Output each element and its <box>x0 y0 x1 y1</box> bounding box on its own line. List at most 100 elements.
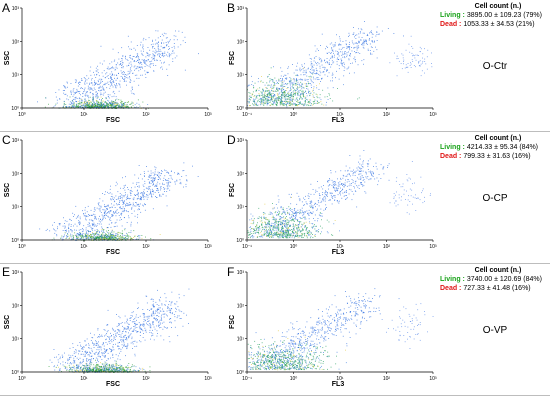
data-point <box>119 219 121 221</box>
data-point <box>122 239 124 240</box>
data-point <box>166 44 168 46</box>
data-point <box>97 83 99 85</box>
data-point <box>287 228 289 229</box>
data-point <box>292 98 294 100</box>
data-point <box>98 233 100 235</box>
data-point <box>272 90 274 92</box>
data-point <box>111 84 112 86</box>
data-point <box>113 197 115 199</box>
data-point <box>251 94 253 96</box>
data-point <box>256 97 258 99</box>
data-point <box>263 97 265 98</box>
data-point <box>340 194 341 196</box>
data-point <box>248 100 250 102</box>
data-point <box>111 206 113 208</box>
data-point <box>101 99 102 101</box>
data-point <box>149 182 150 184</box>
data-point <box>129 68 131 70</box>
data-point <box>186 179 187 181</box>
data-point <box>396 75 398 77</box>
data-point <box>330 194 332 196</box>
data-point <box>325 204 327 206</box>
data-point <box>370 53 371 55</box>
data-point <box>116 102 118 104</box>
data-point <box>127 235 128 237</box>
data-point <box>247 230 249 232</box>
data-point <box>100 212 102 213</box>
data-point <box>276 214 277 216</box>
data-point <box>256 104 257 106</box>
data-point <box>273 219 275 220</box>
data-point <box>378 180 379 182</box>
data-point <box>287 231 289 233</box>
data-point <box>310 202 312 204</box>
data-point <box>168 53 170 55</box>
data-point <box>299 98 300 100</box>
data-point <box>264 100 266 102</box>
data-point <box>94 218 95 220</box>
data-point <box>266 230 268 232</box>
data-point <box>169 181 171 183</box>
data-point <box>161 55 163 57</box>
data-point <box>169 174 171 176</box>
data-point <box>87 106 89 108</box>
data-point <box>332 44 334 46</box>
data-point <box>295 236 297 237</box>
data-point <box>362 170 364 172</box>
data-point <box>376 26 378 28</box>
data-point <box>316 48 318 50</box>
data-point <box>266 102 268 104</box>
data-point <box>297 229 299 231</box>
data-point <box>90 66 92 68</box>
data-point <box>287 103 289 105</box>
data-point <box>329 62 330 64</box>
data-point <box>294 220 295 222</box>
data-point <box>141 54 143 55</box>
data-point <box>261 99 263 101</box>
data-point <box>157 45 159 47</box>
data-point <box>334 181 335 182</box>
data-point <box>422 62 423 64</box>
data-point <box>114 235 116 237</box>
data-point <box>124 105 126 107</box>
data-point <box>159 49 161 51</box>
data-point <box>117 103 119 104</box>
data-point <box>290 92 292 94</box>
data-point <box>279 96 281 98</box>
data-point <box>310 231 312 233</box>
data-point <box>285 226 287 228</box>
data-point <box>304 83 306 85</box>
x-axis-title: FSC <box>106 249 120 256</box>
data-point <box>363 63 364 65</box>
data-point <box>277 224 279 226</box>
data-point <box>271 231 273 232</box>
data-point <box>71 234 73 236</box>
data-point <box>124 229 126 231</box>
data-point <box>139 59 140 61</box>
data-point <box>368 171 370 173</box>
data-point <box>110 80 112 82</box>
data-point <box>304 211 306 212</box>
data-point <box>92 227 94 229</box>
data-point <box>141 52 143 54</box>
data-point <box>162 184 164 185</box>
data-point <box>107 191 108 193</box>
data-point <box>268 102 270 103</box>
data-point <box>266 95 268 96</box>
data-point <box>280 222 282 223</box>
data-point <box>290 234 292 236</box>
data-point <box>320 59 322 61</box>
data-point <box>39 228 41 230</box>
data-point <box>264 98 266 99</box>
data-point <box>317 79 319 80</box>
data-point <box>97 97 99 99</box>
data-point <box>104 213 106 215</box>
data-point <box>94 234 96 236</box>
data-point <box>308 82 309 84</box>
data-point <box>90 236 92 238</box>
data-point <box>352 174 354 176</box>
data-point <box>126 233 128 235</box>
data-point <box>91 106 92 108</box>
data-point <box>263 89 264 91</box>
data-point <box>166 179 168 181</box>
